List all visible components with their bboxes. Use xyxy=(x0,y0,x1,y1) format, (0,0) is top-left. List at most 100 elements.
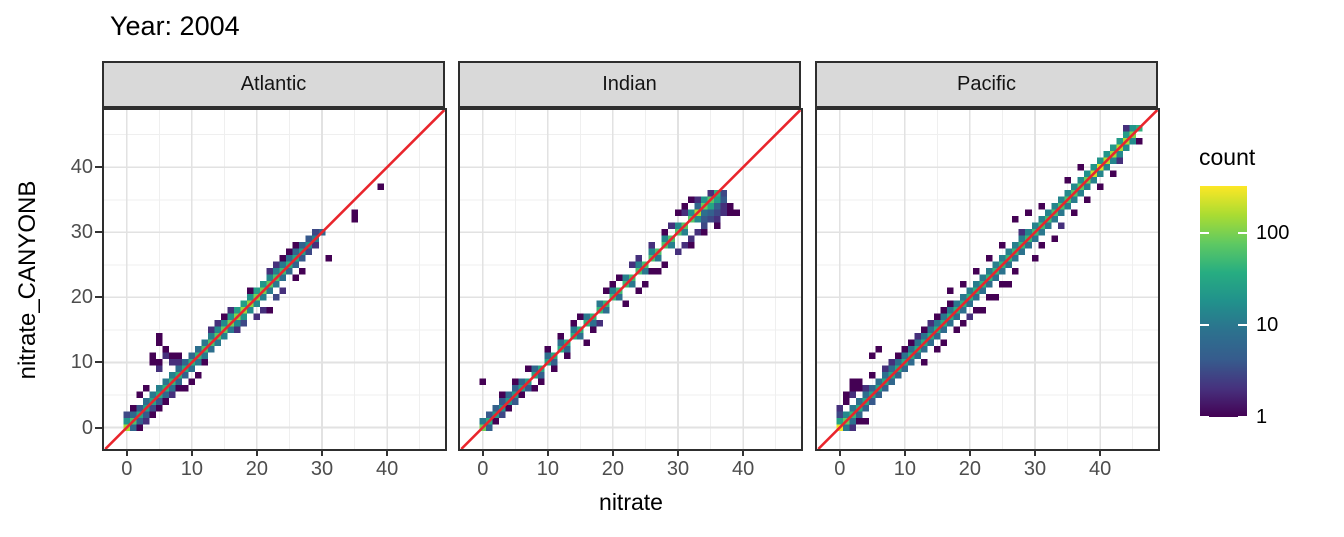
count-bin xyxy=(661,229,669,236)
count-bin xyxy=(247,294,254,301)
count-bin xyxy=(1051,235,1058,243)
count-bin xyxy=(927,320,935,327)
count-bin xyxy=(973,294,980,301)
count-bin xyxy=(1096,183,1104,191)
count-bin xyxy=(227,326,235,334)
count-bin xyxy=(1012,242,1019,249)
count-bin xyxy=(499,391,506,399)
count-bin xyxy=(843,411,850,418)
count-bin xyxy=(648,268,656,275)
count-bin xyxy=(986,281,993,288)
count-bin xyxy=(1038,216,1045,223)
count-bin xyxy=(1038,242,1045,249)
count-bin xyxy=(986,268,993,275)
count-bin xyxy=(1064,203,1071,210)
count-bin xyxy=(849,424,857,431)
count-bin xyxy=(299,255,306,262)
count-bin xyxy=(616,294,623,301)
count-bin xyxy=(849,385,857,392)
count-bin xyxy=(156,365,163,373)
count-bin xyxy=(214,339,222,347)
facet-strip-pacific: Pacific xyxy=(815,61,1158,108)
legend-tick xyxy=(1200,231,1209,234)
count-bin xyxy=(694,229,701,236)
count-bin xyxy=(694,196,701,204)
count-bin xyxy=(986,255,993,262)
count-bin xyxy=(175,352,183,360)
x-tick-mark xyxy=(1034,449,1036,456)
count-bin xyxy=(661,261,669,269)
count-bin xyxy=(143,411,150,418)
count-bin xyxy=(208,346,215,353)
count-bin xyxy=(603,287,610,295)
count-bin xyxy=(713,196,721,204)
x-tick-mark xyxy=(386,449,389,456)
facet-strip-label: Indian xyxy=(602,73,657,95)
count-bin xyxy=(888,365,896,373)
count-bin xyxy=(143,417,150,425)
count-bin xyxy=(273,294,280,301)
count-bin xyxy=(940,339,948,347)
count-bin xyxy=(921,326,928,334)
plot-title: Year: 2004 xyxy=(110,11,240,41)
count-bin xyxy=(162,378,170,386)
count-bin xyxy=(273,268,280,275)
count-bin xyxy=(208,326,215,334)
count-bin xyxy=(538,372,545,379)
count-bin xyxy=(564,352,571,360)
count-bin xyxy=(648,248,656,256)
count-bin xyxy=(577,313,584,321)
count-bin xyxy=(201,359,209,366)
count-bin xyxy=(234,307,241,314)
count-bin xyxy=(162,391,170,399)
count-bin xyxy=(1031,222,1039,230)
legend-tick xyxy=(1238,323,1247,326)
y-tick-label: 30 xyxy=(70,221,93,244)
count-bin xyxy=(681,242,688,249)
count-bin xyxy=(201,352,209,360)
count-bin xyxy=(1077,190,1084,197)
count-bin xyxy=(947,307,954,314)
count-bin xyxy=(531,365,539,373)
legend-tick xyxy=(1238,231,1247,234)
count-bin xyxy=(130,411,137,418)
count-bin xyxy=(260,307,267,314)
count-bin xyxy=(377,183,384,191)
legend-title: count xyxy=(1199,144,1256,170)
count-bin xyxy=(1103,150,1110,158)
bin2d-layer xyxy=(123,183,384,431)
count-bin xyxy=(849,404,857,412)
count-bin xyxy=(888,359,896,366)
count-bin xyxy=(882,385,889,392)
count-bin xyxy=(305,248,313,256)
count-bin xyxy=(856,417,863,425)
count-bin xyxy=(882,365,889,373)
count-bin xyxy=(940,326,948,334)
count-bin xyxy=(869,372,876,379)
count-bin xyxy=(1025,242,1032,249)
count-bin xyxy=(1109,157,1117,165)
count-bin xyxy=(726,209,734,217)
count-bin xyxy=(849,378,857,386)
count-bin xyxy=(214,320,222,327)
count-bin xyxy=(687,235,695,243)
count-bin xyxy=(992,294,1000,301)
y-tick-mark xyxy=(95,296,102,299)
count-bin xyxy=(921,346,928,353)
count-bin xyxy=(856,398,863,405)
count-bin xyxy=(1038,229,1045,236)
count-bin xyxy=(479,417,487,425)
count-bin xyxy=(253,313,261,321)
count-bin xyxy=(292,261,300,269)
count-bin xyxy=(648,242,656,249)
count-bin xyxy=(214,326,222,334)
y-tick-mark xyxy=(95,361,102,364)
count-bin xyxy=(1077,177,1084,184)
count-bin xyxy=(635,287,643,295)
legend-tick-label: 100 xyxy=(1256,221,1290,244)
count-bin xyxy=(992,261,1000,269)
count-bin xyxy=(895,372,902,379)
count-bin xyxy=(1057,209,1065,217)
count-bin xyxy=(557,339,565,347)
count-bin xyxy=(914,333,922,340)
